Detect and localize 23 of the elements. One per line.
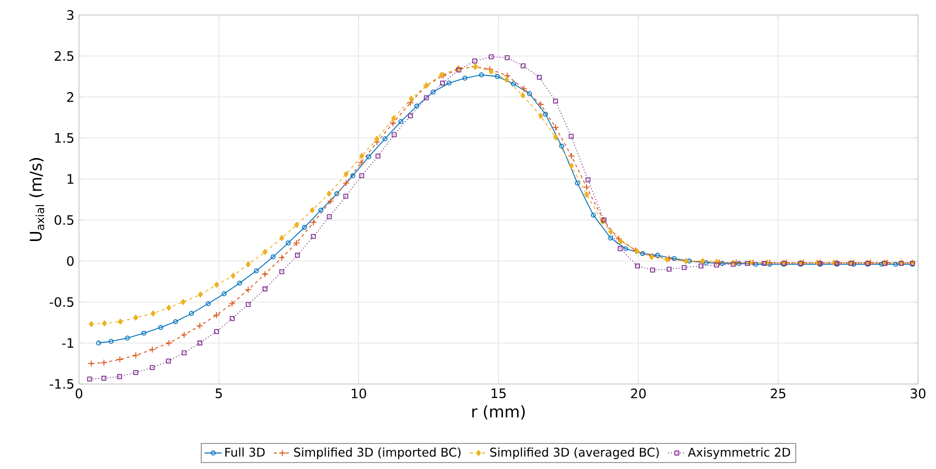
x-tick-label: 25: [770, 388, 786, 398]
legend-label: Simplified 3D (averaged BC): [490, 447, 659, 460]
x-tick-label: 30: [910, 388, 926, 398]
y-tick-label: 2.5: [54, 51, 74, 61]
y-tick-label: 0.5: [54, 215, 74, 225]
y-tick-label: 1.5: [55, 133, 74, 143]
x-tick-label: 15: [492, 388, 506, 398]
legend-label: Full 3D: [225, 447, 265, 457]
legend-label: Axisymmetric 2D: [688, 447, 790, 460]
y-tick-label: -1.5: [50, 379, 74, 389]
y-tick-label: 1: [68, 174, 74, 184]
legend-label: Simplified 3D (imported BC): [294, 447, 461, 460]
y-tick-label: -0.5: [50, 297, 74, 307]
y-tick-label: 2: [67, 92, 74, 102]
x-tick-label: 5: [216, 388, 222, 398]
x-tick-label: 0: [76, 388, 82, 398]
x-tick-label: 20: [631, 388, 646, 398]
y-tick-label: 3: [67, 10, 74, 20]
x-tick-label: 10: [352, 388, 366, 398]
x-axis-title: r (mm): [472, 405, 525, 420]
y-tick-label: -1: [62, 338, 74, 348]
y-axis-title: U$_{axial}$ (m/s): [29, 158, 44, 241]
y-tick-label: 0: [67, 256, 74, 266]
